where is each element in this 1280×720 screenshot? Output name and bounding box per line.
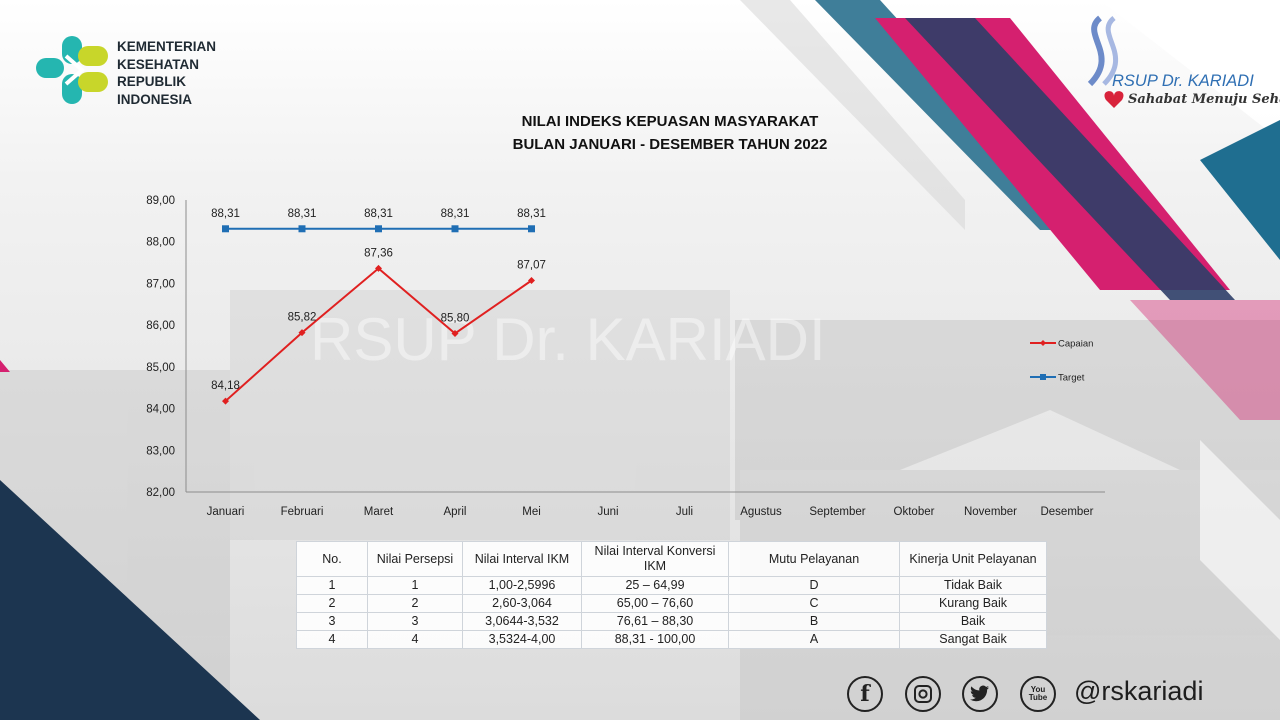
x-tick-label: April [443, 506, 466, 518]
data-point-target [298, 225, 306, 233]
table-row: 4 4 3,5324-4,00 88,31 - 100,00 A Sangat … [296, 630, 1047, 649]
cell-interval-ikm: 1,00-2,5996 [462, 576, 582, 595]
col-header-mutu-pelayanan: Mutu Pelayanan [728, 541, 900, 577]
data-point-capaian [375, 264, 382, 272]
col-header-kinerja: Kinerja Unit Pelayanan [899, 541, 1047, 577]
cell-kinerja: Sangat Baik [899, 630, 1047, 649]
x-tick-label: Juli [676, 506, 693, 518]
table-row: 1 1 1,00-2,5996 25 – 64,99 D Tidak Baik [296, 576, 1047, 595]
series-line-capaian [224, 267, 533, 402]
data-point-capaian [222, 397, 229, 405]
cell-kinerja: Kurang Baik [899, 594, 1047, 613]
x-tick-label: September [809, 506, 865, 518]
x-tick-label: Februari [281, 506, 324, 518]
y-tick-label: 87,00 [146, 278, 175, 290]
youtube-icon[interactable]: You Tube [1020, 676, 1056, 712]
y-tick-label: 83,00 [146, 445, 175, 457]
table-row: 2 2 2,60-3,064 65,00 – 76,60 C Kurang Ba… [296, 594, 1047, 613]
social-handle[interactable]: @rskariadi [1074, 676, 1204, 706]
data-point-target [528, 225, 535, 233]
data-label: 85,80 [441, 312, 470, 324]
twitter-icon[interactable] [962, 676, 998, 712]
col-header-no: No. [296, 541, 368, 577]
y-tick-label: 88,00 [146, 237, 175, 249]
cell-kinerja: Tidak Baik [899, 576, 1047, 595]
data-label: 87,07 [517, 260, 546, 272]
legend-label-capaian: Capaian [1058, 339, 1093, 350]
x-tick-label: Agustus [740, 506, 782, 518]
x-tick-label: Oktober [894, 506, 935, 518]
data-label: 88,31 [288, 208, 317, 220]
legend-marker-target [1040, 374, 1046, 380]
cell-kinerja: Baik [899, 612, 1047, 631]
data-point-target [375, 225, 382, 233]
cell-no: 3 [296, 612, 368, 631]
x-tick-label: Januari [207, 506, 245, 518]
hospital-tagline: Sahabat Menuju Sehat [1128, 92, 1280, 107]
cell-mutu: B [728, 612, 900, 631]
data-point-target [222, 225, 229, 233]
twitter-glyph [970, 685, 989, 702]
cell-no: 1 [296, 576, 368, 595]
cell-interval-konversi: 88,31 - 100,00 [581, 630, 729, 649]
instagram-icon[interactable] [905, 676, 941, 712]
kemenkes-logo [36, 36, 108, 104]
cell-no: 4 [296, 630, 368, 649]
data-label: 84,18 [211, 380, 240, 392]
cell-interval-ikm: 3,5324-4,00 [462, 630, 582, 649]
chart-subtitle: BULAN JANUARI - DESEMBER TAHUN 2022 [512, 136, 828, 153]
data-point-capaian [451, 329, 459, 337]
y-tick-label: 82,00 [146, 487, 175, 499]
facebook-icon[interactable]: f [847, 676, 883, 712]
cell-interval-konversi: 76,61 – 88,30 [581, 612, 729, 631]
legend-marker-capaian [1040, 340, 1046, 346]
rsup-kariadi-logo [1087, 15, 1124, 108]
col-header-interval-konversi: Nilai Interval Konversi IKM [581, 541, 729, 577]
x-tick-label: Mei [522, 506, 541, 518]
x-tick-label: November [964, 506, 1017, 518]
y-tick-label: 84,00 [146, 404, 175, 416]
instagram-glyph [914, 685, 932, 703]
x-tick-label: Juni [597, 506, 618, 518]
y-tick-label: 89,00 [146, 195, 175, 207]
cell-nilai-persepsi: 4 [367, 630, 463, 649]
table-header-row: No. Nilai Persepsi Nilai Interval IKM Ni… [296, 541, 1047, 577]
x-tick-label: Desember [1040, 506, 1093, 518]
chart-title: NILAI INDEKS KEPUASAN MASYARAKAT [521, 113, 819, 130]
cell-interval-ikm: 2,60-3,064 [462, 594, 582, 613]
hospital-watermark: RSUP Dr. KARIADI [310, 306, 826, 373]
cell-interval-ikm: 3,0644-3,532 [462, 612, 582, 631]
cell-mutu: A [728, 630, 900, 649]
y-tick-label: 86,00 [146, 320, 175, 332]
data-point-capaian [528, 277, 535, 285]
data-label: 88,31 [517, 208, 546, 220]
data-label: 87,36 [364, 247, 393, 259]
cell-mutu: C [728, 594, 900, 613]
y-tick-label: 85,00 [146, 362, 175, 374]
data-label: 88,31 [211, 208, 240, 220]
chart-title-block: NILAI INDEKS KEPUASAN MASYARAKAT BULAN J… [420, 110, 920, 156]
cell-nilai-persepsi: 2 [367, 594, 463, 613]
ikm-reference-table: No. Nilai Persepsi Nilai Interval IKM Ni… [296, 541, 1047, 649]
col-header-nilai-persepsi: Nilai Persepsi [367, 541, 463, 577]
cell-nilai-persepsi: 3 [367, 612, 463, 631]
cell-no: 2 [296, 594, 368, 613]
cell-interval-konversi: 25 – 64,99 [581, 576, 729, 595]
cell-nilai-persepsi: 1 [367, 576, 463, 595]
data-label: 88,31 [441, 208, 470, 220]
table-row: 3 3 3,0644-3,532 76,61 – 88,30 B Baik [296, 612, 1047, 631]
data-label: 85,82 [288, 312, 317, 324]
x-tick-label: Maret [364, 506, 394, 518]
legend-label-target: Target [1058, 373, 1085, 384]
cell-mutu: D [728, 576, 900, 595]
hospital-name: RSUP Dr. KARIADI [1112, 72, 1254, 90]
kemenkes-logo-text: KEMENTERIAN KESEHATAN REPUBLIK INDONESIA [117, 39, 217, 107]
data-point-capaian [298, 329, 306, 337]
data-point-target [451, 225, 459, 233]
data-label: 88,31 [364, 208, 393, 220]
cell-interval-konversi: 65,00 – 76,60 [581, 594, 729, 613]
col-header-interval-ikm: Nilai Interval IKM [462, 541, 582, 577]
